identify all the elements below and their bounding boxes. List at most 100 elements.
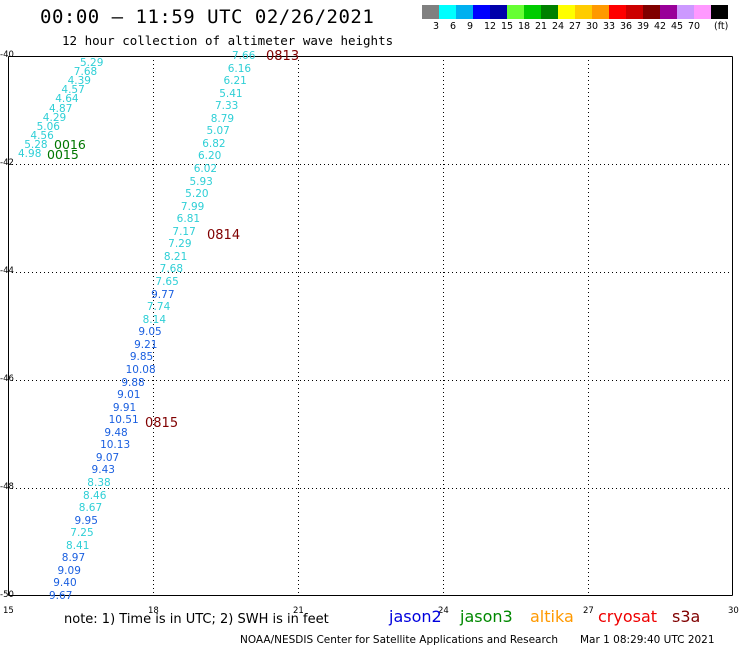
track-value: 4.39 bbox=[67, 75, 91, 88]
page-title: 00:00 – 11:59 UTC 02/26/2021 bbox=[40, 6, 375, 28]
legend-swatch bbox=[456, 5, 473, 19]
track-value: 6.02 bbox=[193, 163, 218, 176]
track-value: 9.91 bbox=[112, 401, 137, 414]
track-value: 4.64 bbox=[55, 93, 79, 106]
y-tick-label: -46 bbox=[0, 374, 14, 384]
x-tick-label: 18 bbox=[148, 606, 159, 616]
track-value: 7.66 bbox=[232, 50, 256, 62]
satellite-name: s3a bbox=[672, 607, 701, 626]
track-value: 9.40 bbox=[53, 577, 77, 590]
track-value: 9.67 bbox=[49, 590, 73, 602]
track-time-label: 0813 bbox=[266, 49, 300, 64]
legend-swatch bbox=[711, 5, 728, 19]
track-value: 10.13 bbox=[100, 439, 131, 452]
track-value: 7.25 bbox=[70, 527, 94, 540]
track-value: 5.29 bbox=[80, 57, 104, 69]
track-value: 7.68 bbox=[73, 66, 98, 79]
legend-label: 3 bbox=[433, 21, 440, 32]
legend-label: 39 bbox=[637, 21, 650, 32]
legend-swatch bbox=[575, 5, 592, 19]
legend-swatch bbox=[439, 5, 456, 19]
legend-swatch bbox=[677, 5, 694, 19]
track-value: 8.14 bbox=[142, 313, 167, 326]
y-tick-label: -48 bbox=[0, 482, 14, 492]
track-value: 9.95 bbox=[74, 514, 98, 527]
track-value: 8.41 bbox=[66, 539, 90, 552]
map-plot-area bbox=[8, 56, 733, 596]
track-value: 4.87 bbox=[49, 102, 73, 115]
track-value: 8.79 bbox=[210, 112, 235, 125]
x-tick-label: 30 bbox=[728, 606, 739, 616]
satellite-name: jason3 bbox=[460, 607, 513, 626]
track-value: 8.97 bbox=[61, 552, 86, 565]
legend-swatch bbox=[422, 5, 439, 19]
track-value: 9.88 bbox=[121, 376, 145, 389]
track-value: 4.29 bbox=[42, 111, 67, 124]
page-subtitle: 12 hour collection of altimeter wave hei… bbox=[62, 33, 394, 48]
legend-swatch bbox=[541, 5, 558, 19]
track-value: 9.43 bbox=[91, 464, 115, 477]
legend-label: 70 bbox=[688, 21, 701, 32]
track-value: 10.51 bbox=[108, 414, 139, 427]
track-value: 7.65 bbox=[155, 276, 179, 289]
track-value: 7.33 bbox=[214, 100, 239, 113]
track-value: 5.41 bbox=[219, 87, 243, 100]
track-value: 8.67 bbox=[78, 502, 103, 515]
track-time-label: 0016 bbox=[54, 137, 86, 152]
track-value: 9.01 bbox=[117, 389, 141, 402]
satellite-name: jason2 bbox=[389, 607, 442, 626]
x-tick-label: 27 bbox=[583, 606, 594, 616]
satellite-name: altika bbox=[530, 607, 574, 626]
y-tick-label: -40 bbox=[0, 50, 14, 60]
track-value: 9.05 bbox=[138, 326, 162, 339]
legend-label: 21 bbox=[535, 21, 548, 32]
track-value: 9.48 bbox=[104, 426, 128, 439]
legend-label: 18 bbox=[518, 21, 531, 32]
legend-label: 24 bbox=[552, 21, 565, 32]
track-value: 9.09 bbox=[57, 564, 81, 577]
legend-label: 27 bbox=[569, 21, 582, 32]
legend-label: 36 bbox=[620, 21, 633, 32]
track-value: 9.77 bbox=[151, 288, 175, 301]
generated-timestamp: Mar 1 08:29:40 UTC 2021 bbox=[580, 634, 715, 646]
track-value: 6.21 bbox=[223, 75, 247, 88]
legend-label: 6 bbox=[450, 21, 457, 32]
credit-line: NOAA/NESDIS Center for Satellite Applica… bbox=[240, 634, 558, 646]
track-value: 7.17 bbox=[172, 225, 196, 238]
track-value: 5.20 bbox=[185, 188, 209, 201]
x-tick-label: 21 bbox=[293, 606, 304, 616]
track-value: 9.85 bbox=[129, 351, 154, 364]
track-value: 8.21 bbox=[163, 250, 188, 263]
track-value: 6.82 bbox=[202, 137, 226, 150]
track-value: 7.99 bbox=[180, 200, 205, 213]
track-value: 8.46 bbox=[83, 489, 107, 502]
legend-swatch bbox=[609, 5, 626, 19]
track-value: 4.98 bbox=[18, 148, 42, 160]
legend-swatch bbox=[660, 5, 677, 19]
legend-swatch bbox=[524, 5, 541, 19]
legend-label: 12 bbox=[484, 21, 497, 32]
track-value: 5.28 bbox=[24, 138, 48, 151]
track-time-label: 0815 bbox=[145, 416, 179, 431]
legend-swatch bbox=[626, 5, 643, 19]
legend-swatch bbox=[643, 5, 660, 19]
track-value: 4.56 bbox=[30, 129, 54, 142]
legend-swatch bbox=[490, 5, 507, 19]
track-time-label: 0015 bbox=[47, 147, 79, 162]
track-value: 9.21 bbox=[134, 338, 158, 351]
y-tick-label: -44 bbox=[0, 266, 14, 276]
track-value: 5.07 bbox=[206, 125, 230, 138]
track-value: 6.20 bbox=[197, 150, 222, 163]
track-value: 6.16 bbox=[227, 62, 252, 75]
legend-label: 45 bbox=[671, 21, 684, 32]
y-tick-label: -42 bbox=[0, 158, 14, 168]
legend-swatch bbox=[694, 5, 711, 19]
track-value: 7.29 bbox=[168, 238, 192, 251]
legend-swatch bbox=[473, 5, 490, 19]
legend-label: 15 bbox=[501, 21, 514, 32]
satellite-name: cryosat bbox=[598, 607, 658, 626]
footnote: note: 1) Time is in UTC; 2) SWH is in fe… bbox=[64, 612, 329, 627]
legend-swatch bbox=[558, 5, 575, 19]
track-value: 5.06 bbox=[36, 120, 60, 133]
track-value: 4.57 bbox=[61, 84, 85, 97]
